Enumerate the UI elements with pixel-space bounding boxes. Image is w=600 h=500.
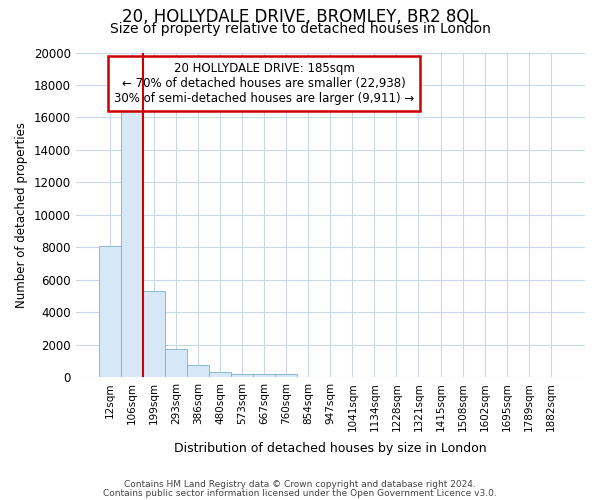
Text: 20, HOLLYDALE DRIVE, BROMLEY, BR2 8QL: 20, HOLLYDALE DRIVE, BROMLEY, BR2 8QL <box>122 8 478 26</box>
X-axis label: Distribution of detached houses by size in London: Distribution of detached houses by size … <box>174 442 487 455</box>
Bar <box>253 374 275 378</box>
Text: 20 HOLLYDALE DRIVE: 185sqm
← 70% of detached houses are smaller (22,938)
30% of : 20 HOLLYDALE DRIVE: 185sqm ← 70% of deta… <box>114 62 414 105</box>
Bar <box>231 374 253 378</box>
Bar <box>98 246 121 378</box>
Text: Contains HM Land Registry data © Crown copyright and database right 2024.: Contains HM Land Registry data © Crown c… <box>124 480 476 489</box>
Text: Contains public sector information licensed under the Open Government Licence v3: Contains public sector information licen… <box>103 488 497 498</box>
Bar <box>275 374 297 378</box>
Bar <box>121 108 143 378</box>
Bar <box>209 372 231 378</box>
Bar <box>143 291 165 378</box>
Y-axis label: Number of detached properties: Number of detached properties <box>15 122 28 308</box>
Bar <box>187 365 209 378</box>
Bar <box>165 349 187 378</box>
Text: Size of property relative to detached houses in London: Size of property relative to detached ho… <box>110 22 490 36</box>
